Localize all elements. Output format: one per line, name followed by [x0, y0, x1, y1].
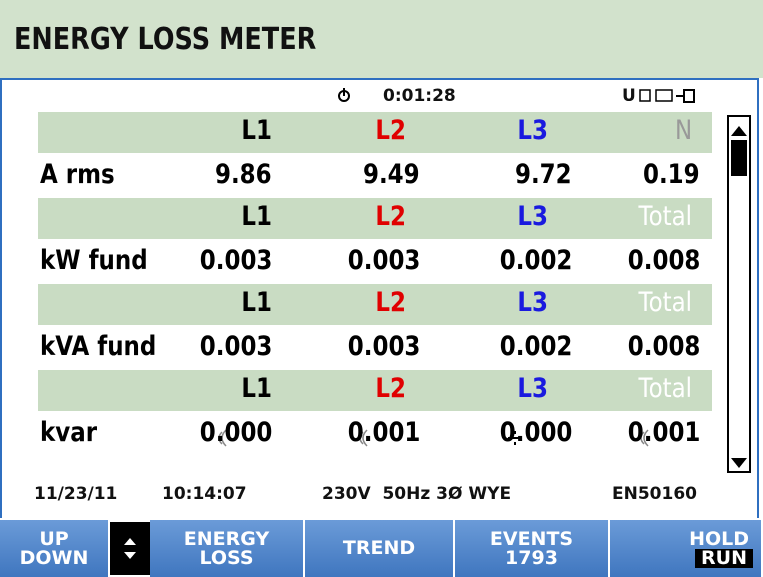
softkey-label: 1793 [505, 546, 558, 569]
value: 0.000 [499, 417, 572, 448]
value: 0.008 [627, 245, 700, 276]
value: 0.003 [199, 331, 272, 362]
value: 9.49 [363, 159, 420, 190]
column-header: Total [638, 373, 692, 404]
column-header: N [674, 115, 692, 146]
date: 11/23/11 [34, 484, 118, 504]
value: 0.001 [347, 417, 420, 448]
value: 0.003 [199, 245, 272, 276]
column-header: Total [638, 287, 692, 318]
column-header: L2 [375, 115, 406, 146]
indicator: U [622, 86, 636, 106]
value: 9.72 [515, 159, 572, 190]
softkey-label: HOLD [689, 527, 749, 550]
header-band [38, 198, 712, 239]
value: 0.003 [347, 245, 420, 276]
value: 0.000 [199, 417, 272, 448]
row-label: kW fund [40, 245, 148, 276]
softkey[interactable]: EVENTS 1793 [455, 520, 610, 577]
column-header: L3 [517, 373, 548, 404]
softkey[interactable]: ENERGY LOSS [150, 520, 305, 577]
header-band [38, 112, 712, 153]
column-header: L1 [241, 201, 272, 232]
softkey[interactable]: UP DOWN [0, 520, 110, 577]
column-header: L1 [241, 373, 272, 404]
row-label: kVA fund [40, 331, 157, 362]
softkey-label: ENERGY [183, 527, 270, 550]
timer: 0:01:28 [383, 86, 456, 106]
value: 9.86 [215, 159, 272, 190]
column-header: L2 [375, 373, 406, 404]
config: 230V 50Hz 3Ø WYE [322, 484, 512, 504]
value: 0.002 [499, 331, 572, 362]
value: 0.003 [347, 331, 420, 362]
title: ENERGY LOSS METER [14, 22, 317, 57]
softkey[interactable]: HOLD RUN [610, 520, 763, 577]
softkey[interactable]: TREND [305, 520, 455, 577]
column-header: L3 [517, 287, 548, 318]
time: 10:14:07 [162, 484, 247, 504]
header-band [38, 284, 712, 325]
column-header: L2 [375, 287, 406, 318]
softkey-label: TREND [342, 537, 416, 559]
column-header: L1 [241, 115, 272, 146]
title-bar: ENERGY LOSS METER [0, 0, 763, 78]
value: 0.008 [627, 331, 700, 362]
column-header: L1 [241, 287, 272, 318]
column-header: L2 [375, 201, 406, 232]
softkey-label: UP [39, 527, 69, 550]
column-header: L3 [517, 115, 548, 146]
softkey-label: DOWN [19, 546, 89, 569]
row-label: kvar [40, 417, 98, 448]
column-header: L3 [517, 201, 548, 232]
value: 0.002 [499, 245, 572, 276]
softkey-label: EVENTS [489, 527, 574, 550]
header-band [38, 370, 712, 411]
column-header: Total [638, 201, 692, 232]
row-label: A rms [40, 159, 115, 190]
value: 0.001 [627, 417, 700, 448]
softkey-label: RUN [695, 548, 753, 568]
value: 0.19 [643, 159, 700, 190]
softkey-label: LOSS [199, 546, 254, 569]
standard: EN50160 [612, 484, 697, 504]
